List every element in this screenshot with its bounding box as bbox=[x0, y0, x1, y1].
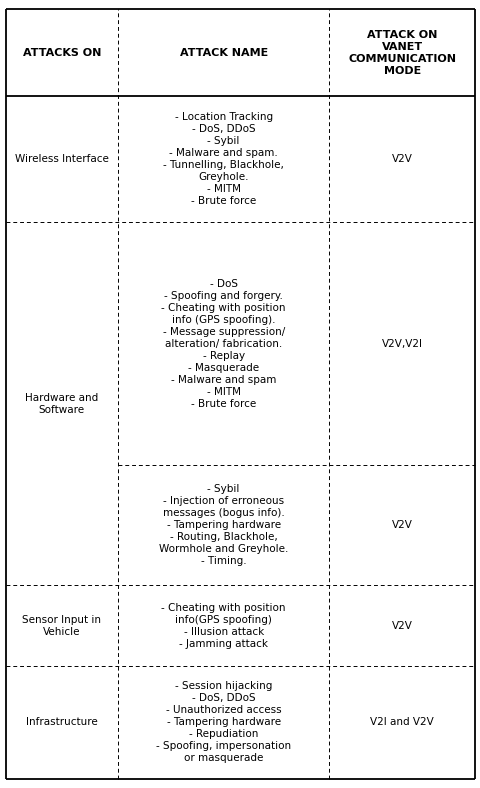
Text: - Session hijacking
- DoS, DDoS
- Unauthorized access
- Tampering hardware
- Rep: - Session hijacking - DoS, DDoS - Unauth… bbox=[156, 681, 290, 764]
Text: - Sybil
- Injection of erroneous
messages (bogus info).
- Tampering hardware
- R: - Sybil - Injection of erroneous message… bbox=[159, 484, 288, 567]
Text: - Cheating with position
info(GPS spoofing)
- Illusion attack
- Jamming attack: - Cheating with position info(GPS spoofi… bbox=[161, 603, 285, 649]
Text: Hardware and
Software: Hardware and Software bbox=[25, 393, 98, 414]
Text: Infrastructure: Infrastructure bbox=[26, 717, 97, 727]
Text: V2V: V2V bbox=[391, 621, 412, 630]
Text: V2I and V2V: V2I and V2V bbox=[370, 717, 433, 727]
Text: - Location Tracking
- DoS, DDoS
- Sybil
- Malware and spam.
- Tunnelling, Blackh: - Location Tracking - DoS, DDoS - Sybil … bbox=[163, 112, 284, 206]
Text: ATTACK NAME: ATTACK NAME bbox=[179, 48, 267, 58]
Text: Wireless Interface: Wireless Interface bbox=[15, 154, 108, 164]
Text: V2V: V2V bbox=[391, 520, 412, 530]
Text: V2V,V2I: V2V,V2I bbox=[381, 339, 422, 348]
Text: ATTACKS ON: ATTACKS ON bbox=[23, 48, 101, 58]
Text: ATTACK ON
VANET
COMMUNICATION
MODE: ATTACK ON VANET COMMUNICATION MODE bbox=[348, 30, 456, 76]
Text: - DoS
- Spoofing and forgery.
- Cheating with position
info (GPS spoofing).
- Me: - DoS - Spoofing and forgery. - Cheating… bbox=[161, 279, 285, 408]
Text: Sensor Input in
Vehicle: Sensor Input in Vehicle bbox=[22, 615, 101, 637]
Text: V2V: V2V bbox=[391, 154, 412, 164]
